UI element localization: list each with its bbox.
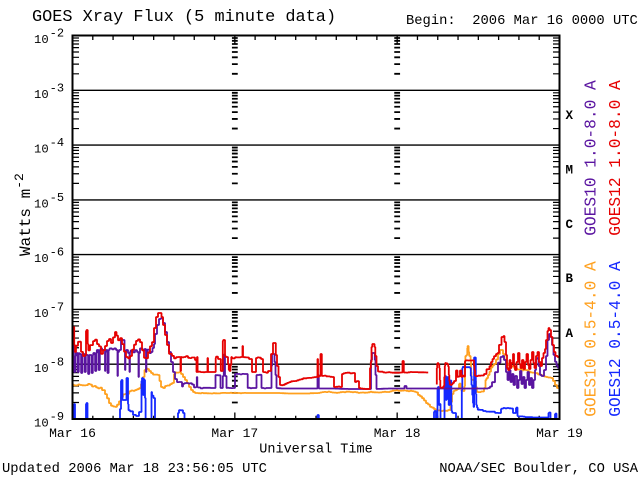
svg-text:GOES12 1.0-8.0 A: GOES12 1.0-8.0 A: [607, 80, 625, 236]
svg-text:GOES12 0.5-4.0 A: GOES12 0.5-4.0 A: [607, 261, 625, 417]
svg-text:Begin: 2006 Mar 16 0000 UTC: Begin: 2006 Mar 16 0000 UTC: [406, 13, 638, 29]
svg-text:Mar 16: Mar 16: [49, 426, 96, 441]
svg-text:10-2: 10-2: [34, 27, 64, 48]
svg-text:GOES10 0.5-4.0 A: GOES10 0.5-4.0 A: [583, 261, 601, 417]
svg-text:A: A: [566, 327, 574, 341]
svg-text:C: C: [566, 218, 574, 232]
svg-text:10-5: 10-5: [34, 191, 64, 212]
svg-text:10-3: 10-3: [34, 81, 64, 102]
svg-text:Universal Time: Universal Time: [259, 443, 372, 458]
svg-text:10-4: 10-4: [34, 136, 64, 157]
svg-text:M: M: [566, 164, 574, 178]
svg-text:Mar 18: Mar 18: [374, 426, 421, 441]
svg-text:10-6: 10-6: [34, 246, 64, 267]
svg-text:NOAA/SEC Boulder, CO USA: NOAA/SEC Boulder, CO USA: [439, 461, 638, 477]
svg-text:GOES Xray Flux (5 minute data): GOES Xray Flux (5 minute data): [32, 8, 336, 27]
svg-text:10-7: 10-7: [34, 301, 64, 322]
svg-text:Updated 2006 Mar 18 23:56:05 U: Updated 2006 Mar 18 23:56:05 UTC: [2, 461, 267, 477]
svg-text:GOES10 1.0-8.0 A: GOES10 1.0-8.0 A: [583, 80, 601, 236]
svg-text:Mar 19: Mar 19: [536, 426, 583, 441]
svg-text:Watts m-2: Watts m-2: [12, 173, 35, 256]
svg-text:Mar 17: Mar 17: [211, 426, 258, 441]
svg-text:10-8: 10-8: [34, 355, 64, 376]
svg-text:B: B: [566, 272, 574, 286]
svg-text:X: X: [566, 109, 574, 123]
